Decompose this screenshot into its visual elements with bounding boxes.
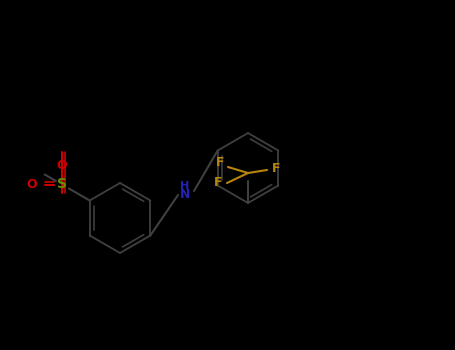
Text: F: F [272,161,280,175]
Text: F: F [216,156,224,169]
Text: S: S [57,177,67,191]
Text: N: N [180,188,190,201]
Text: H: H [180,181,190,191]
Text: O: O [27,178,37,191]
Text: O: O [57,159,67,172]
Text: F: F [214,176,222,189]
